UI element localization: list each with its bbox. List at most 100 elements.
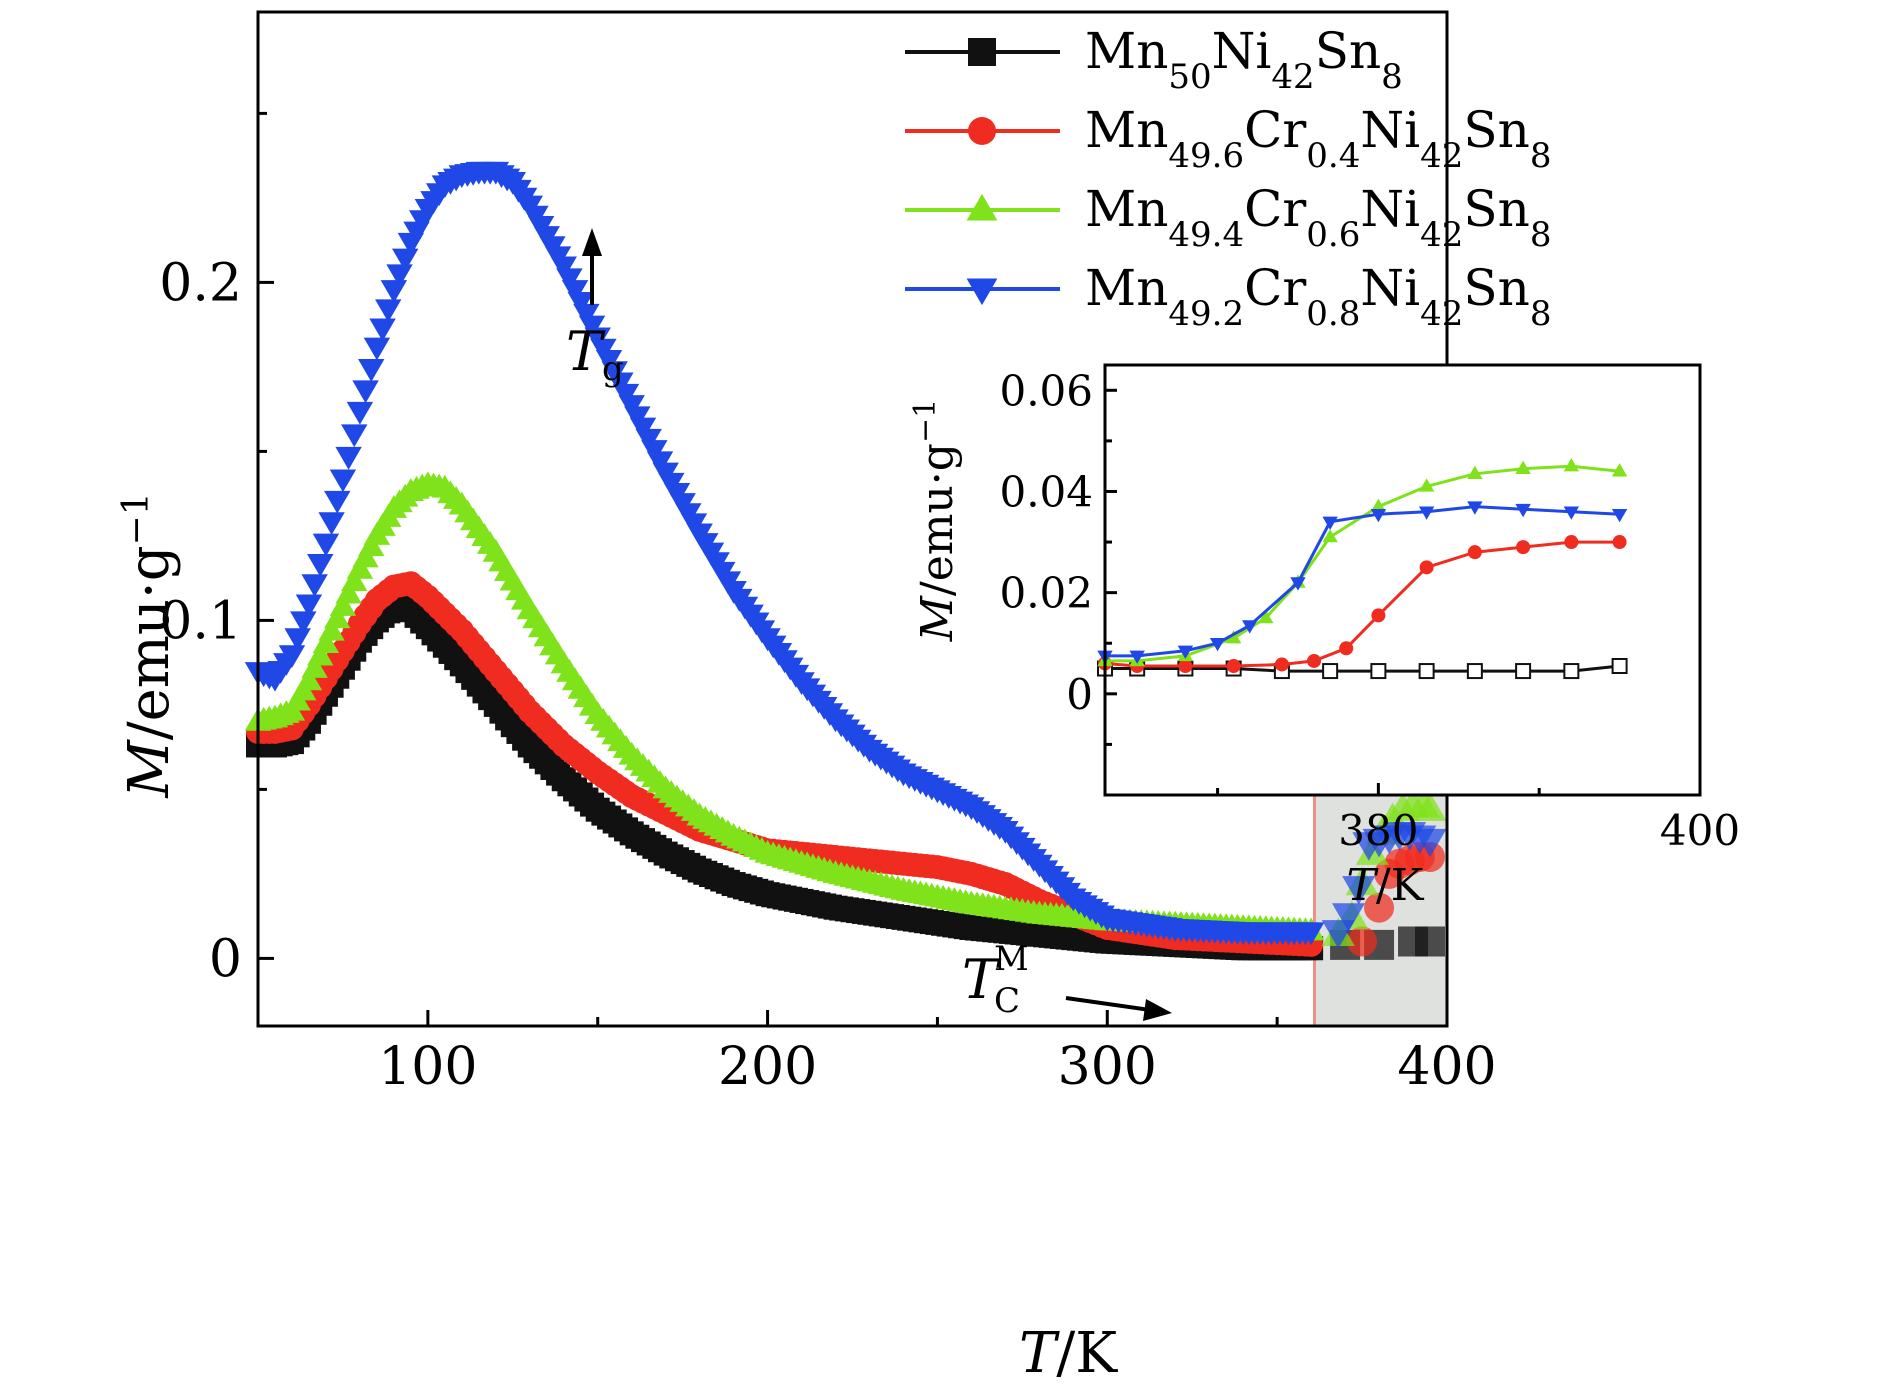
inset-data-point — [1612, 535, 1627, 550]
inset-data-point — [1274, 657, 1289, 672]
data-point — [301, 574, 328, 598]
inset-chart: 380 400 0 0.02 0.04 0.06 T/K M/emu·g−1 — [908, 363, 1740, 911]
series-4 — [244, 161, 1447, 949]
inset-data-point — [1307, 653, 1322, 668]
legend-marker — [966, 193, 998, 221]
x-tick-label: 200 — [718, 1037, 817, 1097]
legend-marker — [968, 38, 996, 66]
main-plot-series — [244, 161, 1447, 961]
data-point — [284, 628, 311, 652]
data-point — [1297, 922, 1325, 946]
tc-arrow — [1065, 996, 1151, 1012]
data-point — [329, 469, 357, 493]
inset-data-point — [1209, 637, 1226, 652]
legend-item: Mn49.2Cr0.8Ni42Sn8 — [905, 259, 1551, 334]
tc-label-sup: M — [994, 939, 1029, 979]
data-point — [341, 568, 368, 592]
y-tick-label: 0.1 — [159, 591, 242, 651]
inset-y-tick-label: 0.06 — [999, 366, 1093, 415]
data-point — [335, 446, 362, 470]
data-point — [307, 642, 334, 666]
inset-data-point — [1611, 508, 1628, 523]
inset-data-point — [1226, 659, 1241, 673]
inset-data-point — [1322, 663, 1339, 680]
inset-data-point — [1563, 663, 1580, 680]
inset-data-point — [1564, 535, 1579, 550]
data-point — [1364, 892, 1395, 923]
data-point — [335, 580, 362, 604]
data-point — [380, 280, 408, 303]
annotations: Tg T M C — [566, 228, 1172, 1021]
inset-series-2 — [1098, 535, 1627, 673]
inset-data-point — [1611, 658, 1628, 674]
legend-label: Mn49.6Cr0.4Ni42Sn8 — [1085, 101, 1551, 176]
data-point — [1347, 926, 1378, 957]
data-point — [578, 315, 606, 339]
inset-data-point — [1467, 465, 1483, 480]
inset-data-point — [1611, 463, 1628, 477]
data-point — [363, 337, 391, 361]
legend-marker — [968, 117, 996, 145]
inset-background — [1105, 365, 1700, 795]
data-point — [573, 303, 600, 327]
legend-marker — [966, 278, 998, 306]
inset-data-point — [1177, 645, 1194, 659]
data-point — [375, 299, 402, 323]
data-point — [290, 611, 317, 635]
data-point — [312, 630, 340, 654]
inset-data-point — [1467, 545, 1482, 560]
tc-label: T — [962, 948, 1002, 1011]
inset-series — [1097, 458, 1628, 680]
data-point — [324, 605, 351, 629]
inset-y-tick-label: 0.02 — [999, 569, 1093, 618]
data-point — [329, 593, 357, 616]
data-point — [1331, 903, 1365, 932]
data-point — [341, 424, 368, 448]
inset-x-tick-label: 380 — [1338, 806, 1418, 855]
inset-data-point — [1370, 663, 1387, 680]
legend-label: Mn50Ni42Sn8 — [1085, 22, 1403, 97]
main-axis-ticks: 100 200 300 400 0 0.1 0.2 — [159, 111, 1497, 1097]
inset-y-title: M/emu·g−1 — [908, 399, 964, 642]
data-point — [567, 291, 594, 315]
inset-data-point — [1290, 577, 1306, 591]
tc-arrowhead — [1143, 999, 1172, 1021]
data-point — [386, 264, 413, 288]
inset-frame — [1103, 363, 1702, 797]
data-point — [1413, 828, 1447, 858]
legend: Mn50Ni42Sn8Mn49.6Cr0.4Ni42Sn8Mn49.4Cr0.6… — [905, 22, 1551, 334]
inset-data-point — [1258, 609, 1274, 624]
inset-data-point — [1466, 663, 1483, 680]
data-point — [324, 490, 351, 514]
data-point — [556, 268, 583, 292]
inset-y-tick-label: 0 — [1066, 670, 1093, 719]
legend-label: Mn49.2Cr0.8Ni42Sn8 — [1085, 259, 1551, 334]
y-tick-label: 0 — [209, 929, 242, 989]
inset-data-point — [1225, 630, 1242, 644]
data-point — [561, 280, 589, 303]
data-point — [307, 553, 334, 577]
data-point — [1413, 792, 1447, 821]
y-tick-label: 0.2 — [159, 253, 242, 313]
inset-data-point — [1178, 659, 1193, 673]
inset-data-point — [1516, 540, 1531, 555]
data-point — [295, 594, 323, 618]
inset-data-point — [1418, 506, 1435, 520]
data-point — [1342, 876, 1376, 905]
data-point — [550, 256, 577, 280]
inset-data-point — [1242, 620, 1258, 634]
inset-data-point — [1515, 460, 1531, 474]
data-point — [392, 248, 419, 272]
data-point — [278, 645, 306, 668]
inset-data-point — [1322, 528, 1338, 543]
legend-item: Mn49.4Cr0.6Ni42Sn8 — [905, 180, 1551, 255]
inset-series-4 — [1097, 501, 1628, 664]
inset-data-point — [1370, 498, 1387, 512]
tg-arrowhead — [582, 228, 602, 256]
inset-series-line — [1105, 664, 1620, 673]
inset-data-point — [1322, 516, 1338, 530]
inset-axis-ticks: 380 400 0 0.02 0.04 0.06 — [999, 366, 1740, 855]
data-point — [1415, 926, 1446, 957]
inset-data-point — [1418, 478, 1435, 492]
